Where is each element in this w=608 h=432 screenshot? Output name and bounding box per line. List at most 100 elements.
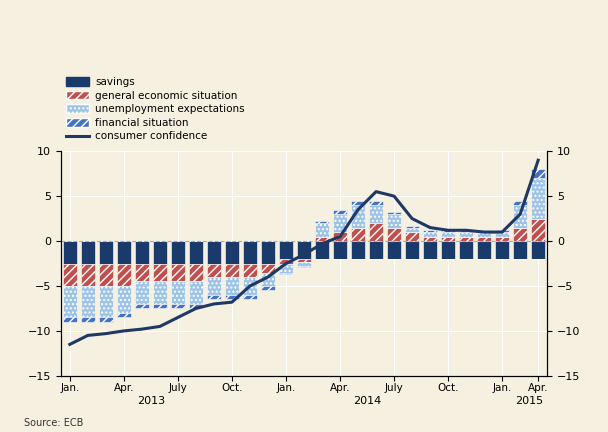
Bar <box>207 295 221 299</box>
Bar <box>63 286 77 318</box>
Bar <box>153 241 167 264</box>
Bar <box>333 241 347 259</box>
Bar <box>369 200 383 205</box>
Bar <box>81 264 95 286</box>
Bar <box>99 264 112 286</box>
Bar <box>477 237 491 241</box>
Bar <box>225 295 239 299</box>
Bar <box>387 241 401 259</box>
Bar <box>153 304 167 308</box>
Bar <box>333 210 347 214</box>
Bar <box>171 282 185 304</box>
Bar <box>297 266 311 267</box>
Bar <box>531 219 545 241</box>
Bar <box>441 241 455 259</box>
Bar <box>423 237 437 241</box>
Bar <box>297 259 311 262</box>
Bar <box>279 264 292 273</box>
Bar <box>261 264 275 273</box>
Bar <box>513 241 527 259</box>
Bar <box>316 223 329 237</box>
Legend: savings, general economic situation, unemployment expectations, financial situat: savings, general economic situation, une… <box>66 77 245 142</box>
Bar <box>153 264 167 282</box>
Bar <box>81 318 95 322</box>
Bar <box>369 205 383 223</box>
Bar <box>225 277 239 295</box>
Bar <box>496 232 509 237</box>
Bar <box>189 304 202 308</box>
Bar <box>333 232 347 241</box>
Bar <box>477 230 491 232</box>
Bar <box>369 241 383 259</box>
Bar <box>99 286 112 318</box>
Bar <box>460 237 473 241</box>
Bar <box>496 237 509 241</box>
Bar <box>279 273 292 274</box>
Bar <box>477 232 491 237</box>
Bar <box>316 237 329 241</box>
Bar <box>171 241 185 264</box>
Bar <box>513 228 527 241</box>
Bar <box>63 264 77 286</box>
Bar <box>460 230 473 232</box>
Bar <box>243 295 257 299</box>
Bar <box>189 282 202 304</box>
Bar <box>441 237 455 241</box>
Bar <box>279 259 292 264</box>
Bar <box>153 282 167 304</box>
Bar <box>406 228 419 232</box>
Bar <box>316 221 329 223</box>
Bar <box>171 304 185 308</box>
Bar <box>351 205 365 228</box>
Bar <box>63 318 77 322</box>
Bar <box>117 241 131 264</box>
Bar <box>423 230 437 232</box>
Bar <box>406 232 419 241</box>
Bar <box>207 264 221 277</box>
Bar <box>351 241 365 259</box>
Bar <box>261 273 275 286</box>
Bar <box>135 241 148 264</box>
Bar <box>423 232 437 237</box>
Text: 2015: 2015 <box>515 396 543 406</box>
Bar <box>135 282 148 304</box>
Bar <box>423 241 437 259</box>
Bar <box>135 304 148 308</box>
Bar <box>387 212 401 214</box>
Bar <box>531 169 545 178</box>
Bar <box>279 241 292 259</box>
Bar <box>477 241 491 259</box>
Bar <box>189 264 202 282</box>
Bar <box>460 232 473 237</box>
Bar <box>243 264 257 277</box>
Bar <box>189 241 202 264</box>
Bar <box>99 318 112 322</box>
Bar <box>297 241 311 259</box>
Bar <box>207 277 221 295</box>
Text: Source: ECB: Source: ECB <box>24 417 84 428</box>
Bar <box>297 262 311 266</box>
Bar <box>225 241 239 264</box>
Bar <box>261 241 275 264</box>
Bar <box>387 228 401 241</box>
Bar <box>531 241 545 259</box>
Bar <box>81 286 95 318</box>
Bar <box>63 241 77 264</box>
Bar <box>513 205 527 228</box>
Bar <box>531 178 545 219</box>
Bar <box>243 277 257 295</box>
Text: 2014: 2014 <box>353 396 381 406</box>
Bar <box>406 226 419 228</box>
Text: 2013: 2013 <box>137 396 165 406</box>
Bar <box>261 286 275 290</box>
Bar <box>460 241 473 259</box>
Bar <box>135 264 148 282</box>
Bar <box>171 264 185 282</box>
Bar <box>351 228 365 241</box>
Bar <box>496 241 509 259</box>
Bar <box>351 200 365 205</box>
Bar <box>333 214 347 232</box>
Bar <box>99 241 112 264</box>
Bar <box>441 230 455 232</box>
Bar <box>316 241 329 259</box>
